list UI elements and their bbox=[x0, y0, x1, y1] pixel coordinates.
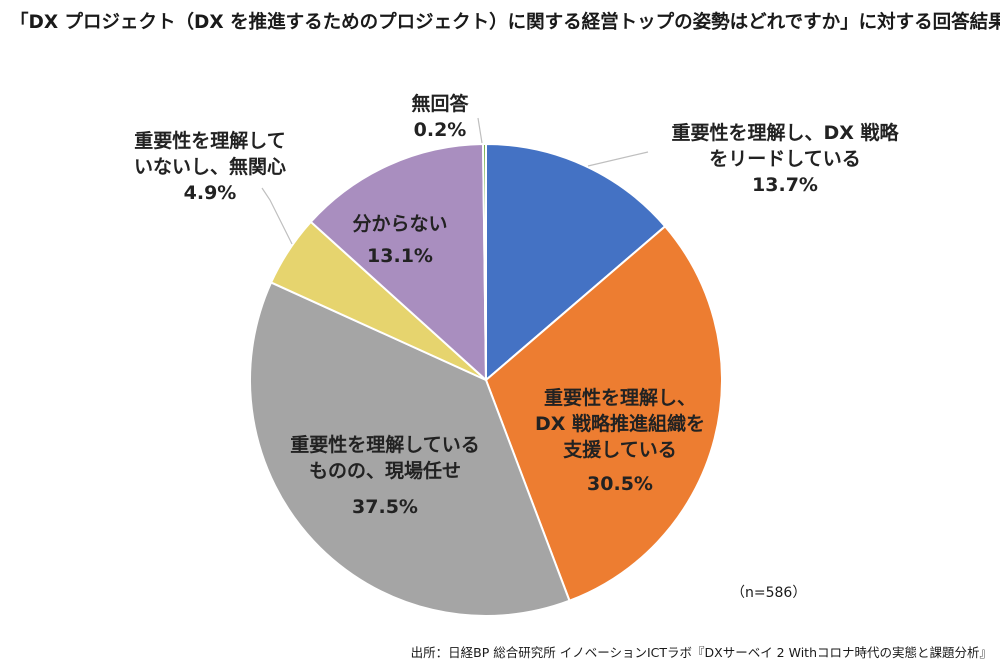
source-note: 出所：日経BP 総合研究所 イノベーションICTラボ『DXサーベイ 2 With… bbox=[410, 645, 992, 660]
slice-label-supports-org: 重要性を理解し、 DX 戦略推進組織を 支援している 30.5% bbox=[520, 385, 720, 497]
slice-label-line: ものの、現場任せ bbox=[308, 460, 461, 482]
slice-label-dont-know: 分からない 13.1% bbox=[340, 211, 460, 269]
sample-size-note: （n=586） bbox=[731, 585, 807, 601]
slice-label-line: DX 戦略推進組織を bbox=[534, 413, 706, 435]
slice-value: 4.9% bbox=[183, 182, 237, 204]
slice-label-line: いないし、無関心 bbox=[133, 156, 286, 178]
pie-slice-dont-know bbox=[309, 143, 488, 383]
slice-value: 13.1% bbox=[367, 245, 433, 267]
slice-label-line: 重要性を理解して bbox=[134, 130, 286, 152]
slice-label-no-answer: 無回答 0.2% bbox=[395, 91, 485, 143]
slice-value: 13.7% bbox=[752, 174, 818, 196]
leader-line-no-answer bbox=[477, 117, 483, 144]
slice-value: 30.5% bbox=[587, 473, 653, 495]
slice-value: 37.5% bbox=[352, 496, 418, 518]
pie-slice-leads-dx bbox=[485, 142, 667, 383]
slice-label-line: 重要性を理解している bbox=[290, 434, 480, 456]
slice-label-line: 分からない bbox=[352, 213, 448, 235]
pie-slice-supports-org bbox=[484, 224, 723, 603]
leader-line-leads-dx bbox=[587, 151, 649, 167]
slice-value: 0.2% bbox=[413, 119, 467, 141]
slice-label-line: 重要性を理解し、DX 戦略 bbox=[671, 122, 899, 144]
slice-label-line: 支援している bbox=[563, 439, 677, 461]
leader-line-indifferent bbox=[261, 187, 293, 245]
slice-label-leads-dx: 重要性を理解し、DX 戦略 をリードしている 13.7% bbox=[640, 120, 930, 198]
slice-label-left-to-field: 重要性を理解している ものの、現場任せ 37.5% bbox=[250, 432, 520, 520]
pie-slice-no-answer bbox=[482, 142, 487, 381]
slice-label-line: をリードしている bbox=[709, 148, 861, 170]
slice-label-indifferent: 重要性を理解して いないし、無関心 4.9% bbox=[110, 128, 310, 206]
chart-title: 「DX プロジェクト（DX を推進するためのプロジェクト）に関する経営トップの姿… bbox=[10, 12, 1000, 33]
slice-label-line: 無回答 bbox=[411, 93, 469, 115]
pie-slice-left-to-field bbox=[248, 281, 571, 617]
slice-label-line: 重要性を理解し、 bbox=[543, 387, 696, 409]
